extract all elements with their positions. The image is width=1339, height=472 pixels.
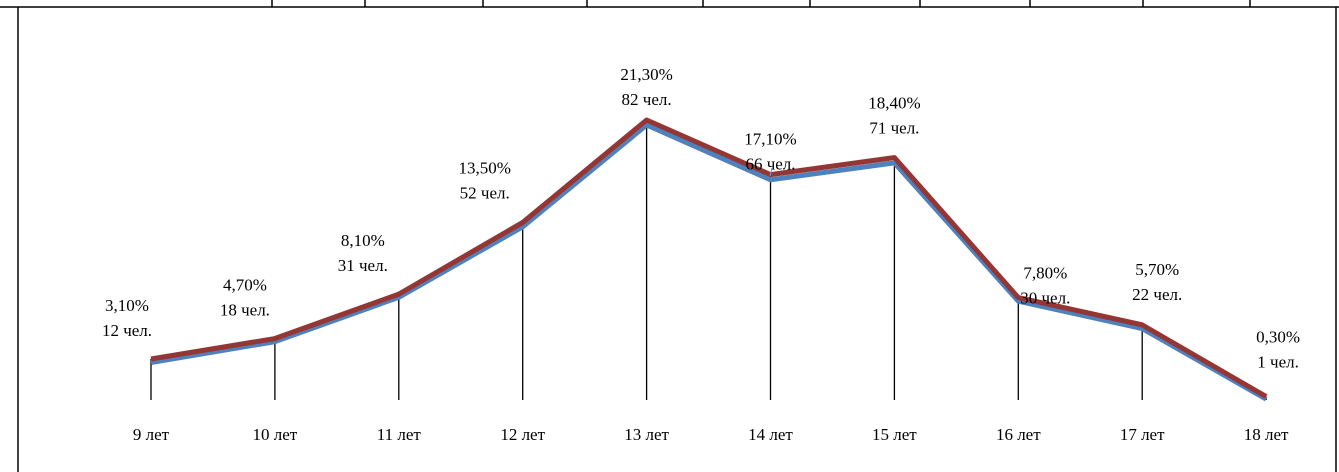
data-label: 3,10%: [105, 296, 149, 315]
data-label: 31 чел.: [338, 256, 388, 275]
data-label: 18,40%: [868, 93, 920, 112]
data-label: 5,70%: [1135, 260, 1179, 279]
data-label: 8,10%: [341, 231, 385, 250]
data-label: 7,80%: [1023, 263, 1067, 282]
data-label: 30 чел.: [1020, 288, 1070, 307]
data-label: 52 чел.: [460, 183, 510, 202]
x-tick-label: 12 лет: [500, 425, 545, 444]
x-tick-label: 18 лет: [1244, 425, 1289, 444]
x-tick-label: 14 лет: [748, 425, 793, 444]
leader-line: [769, 167, 773, 177]
data-label: 82 чел.: [622, 90, 672, 109]
x-tick-label: 16 лет: [996, 425, 1041, 444]
data-label: 1 чел.: [1257, 352, 1299, 371]
data-label: 22 чел.: [1132, 285, 1182, 304]
data-label: 12 чел.: [102, 321, 152, 340]
x-tick-label: 13 лет: [624, 425, 669, 444]
x-tick-label: 17 лет: [1120, 425, 1165, 444]
data-label: 66 чел.: [745, 155, 795, 174]
x-tick-label: 11 лет: [377, 425, 422, 444]
data-label: 0,30%: [1256, 327, 1300, 346]
x-tick-label: 10 лет: [253, 425, 298, 444]
line-series: [150, 122, 1268, 402]
x-tick-label: 15 лет: [872, 425, 917, 444]
data-label: 4,70%: [223, 275, 267, 294]
data-label: 13,50%: [458, 158, 510, 177]
data-label: 17,10%: [744, 130, 796, 149]
data-label: 21,30%: [620, 65, 672, 84]
x-tick-label: 9 лет: [133, 425, 170, 444]
data-label: 18 чел.: [220, 300, 270, 319]
line-series: [150, 117, 1268, 399]
data-label: 71 чел.: [869, 118, 919, 137]
